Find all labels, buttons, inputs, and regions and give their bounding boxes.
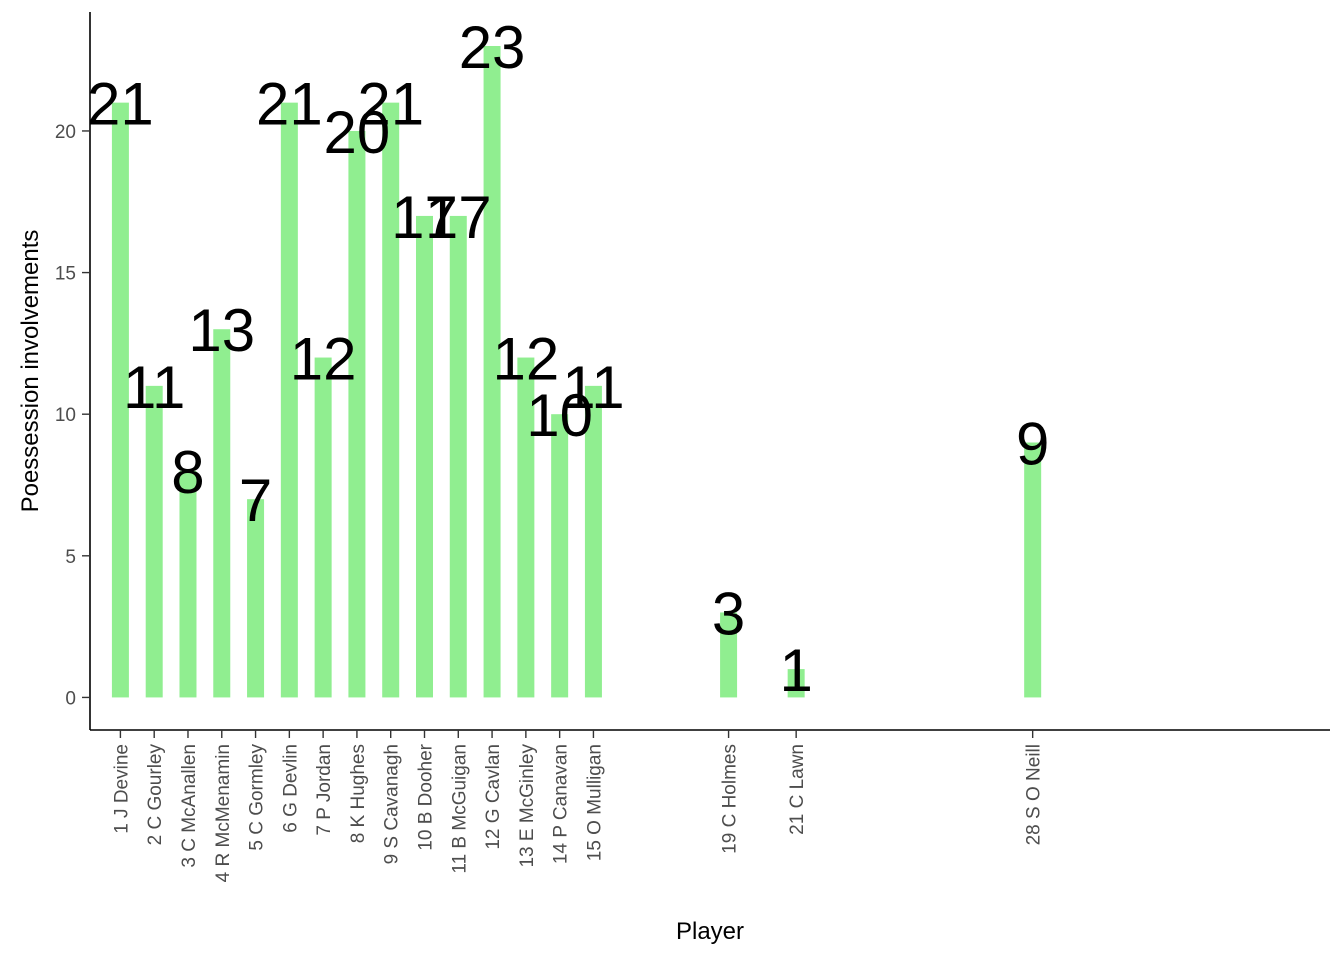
bar xyxy=(247,499,265,698)
bar xyxy=(382,102,400,698)
x-tick-label: 2 C Gourley xyxy=(145,744,166,846)
data-label: 7 xyxy=(239,467,272,534)
x-tick-label: 10 B Dooher xyxy=(416,743,437,850)
bar xyxy=(449,215,467,698)
y-tick-label: 10 xyxy=(55,405,76,426)
data-label: 10 xyxy=(526,382,593,449)
bar xyxy=(416,215,433,698)
bar xyxy=(314,357,332,698)
data-label: 23 xyxy=(459,14,526,81)
x-tick-label: 15 O Mulligan xyxy=(584,744,605,861)
data-label: 11 xyxy=(123,354,185,421)
bar xyxy=(720,612,738,698)
data-label: 11 xyxy=(562,354,624,421)
x-tick-label: 6 G Devlin xyxy=(280,744,301,833)
bar xyxy=(517,357,535,698)
data-label: 9 xyxy=(1016,411,1049,478)
x-tick-label: 13 E McGinley xyxy=(517,744,538,868)
data-label: 13 xyxy=(188,297,255,364)
x-tick-label: 12 G Cavlan xyxy=(483,744,504,850)
x-tick-label: 3 C McAnallen xyxy=(179,744,200,868)
y-tick-label: 20 xyxy=(55,122,76,143)
x-ticks: 1 J Devine 2 C Gourley 3 C McAnallen 4 R Mc… xyxy=(111,730,1045,882)
y-tick-label: 0 xyxy=(65,688,76,709)
y-axis-title: Poessession involvements xyxy=(17,230,44,513)
bar xyxy=(483,45,501,698)
bar xyxy=(280,102,298,698)
x-axis-title: Player xyxy=(676,918,744,945)
x-tick-label: 9 S Cavanagh xyxy=(382,744,403,864)
bar xyxy=(787,669,805,698)
data-label: 17 xyxy=(391,184,458,251)
bar xyxy=(584,385,602,698)
data-label: 20 xyxy=(324,99,391,166)
bar xyxy=(213,329,231,698)
bar xyxy=(348,130,366,698)
x-tick-label: 14 P Canavan xyxy=(551,744,572,864)
x-tick-label: 4 R McMenamin xyxy=(213,744,234,882)
x-axis: 1 J Devine 2 C Gourley 3 C McAnallen 4 R Mc… xyxy=(90,729,1330,882)
y-tick-label: 15 xyxy=(55,264,76,285)
x-tick-label: 28 S O Neill xyxy=(1024,744,1045,845)
y-ticks: 0 5 10 15 20 xyxy=(55,122,90,709)
data-label: 12 xyxy=(492,326,559,393)
x-tick-label: 21 C Lawn xyxy=(787,744,808,835)
x-tick-label: 5 C Gormley xyxy=(247,744,268,851)
x-tick-label: 8 K Hughes xyxy=(348,744,369,843)
data-label: 8 xyxy=(171,439,204,506)
y-axis: 0 5 10 15 20 xyxy=(55,12,91,730)
data-label: 17 xyxy=(425,184,492,251)
x-tick-label: 11 B McGuigan xyxy=(449,744,470,874)
data-label: 21 xyxy=(357,71,424,138)
bar xyxy=(1024,442,1042,698)
data-label: 21 xyxy=(256,71,323,138)
x-tick-label: 19 C Holmes xyxy=(720,744,741,854)
bar xyxy=(551,414,569,698)
data-label: 3 xyxy=(712,580,745,647)
data-label: 1 xyxy=(779,637,812,704)
x-tick-label: 1 J Devine xyxy=(111,744,132,834)
data-label: 21 xyxy=(87,71,154,138)
bar xyxy=(179,470,197,698)
bar xyxy=(111,102,129,698)
bar xyxy=(145,385,163,698)
x-tick-label: 7 P Jordan xyxy=(314,744,335,836)
bars xyxy=(111,45,1042,698)
y-tick-label: 5 xyxy=(65,547,76,568)
data-label: 12 xyxy=(290,326,357,393)
